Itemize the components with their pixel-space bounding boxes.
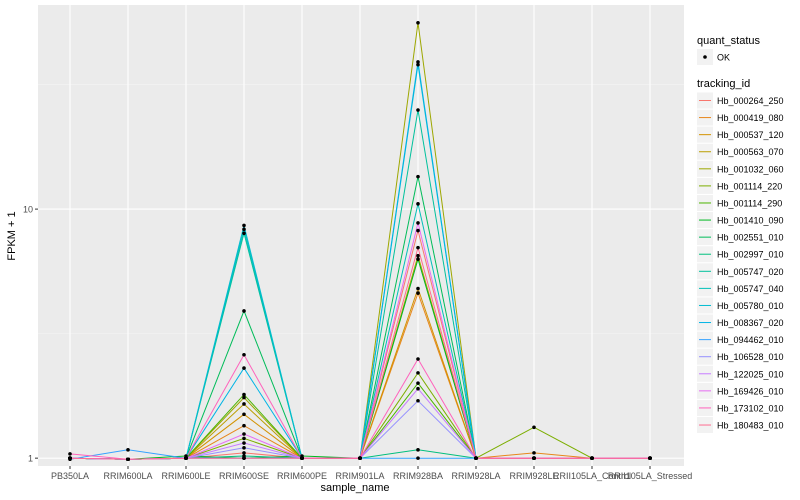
x-tick-label: RRIM928LA xyxy=(451,471,500,481)
quant-status-legend-title: quant_status xyxy=(697,35,760,47)
legend-label: Hb_005747_020 xyxy=(717,267,784,277)
x-tick-label: RRII105LA_Stressed xyxy=(608,471,693,481)
data-point xyxy=(416,386,420,391)
data-point xyxy=(68,452,72,456)
legend-label: OK xyxy=(717,53,730,63)
legend-label: Hb_000537_120 xyxy=(717,130,784,140)
grid-lines xyxy=(38,5,684,466)
data-point xyxy=(416,20,420,25)
data-point xyxy=(300,456,304,460)
plot-panel xyxy=(38,5,684,466)
legend-label: Hb_001410_090 xyxy=(717,216,784,226)
legend-label: Hb_005780_010 xyxy=(717,301,784,311)
x-tick-label: PB350LA xyxy=(51,471,89,481)
data-point xyxy=(242,451,246,455)
data-point xyxy=(416,456,420,460)
data-point xyxy=(242,423,246,428)
y-tick-label: 1 xyxy=(28,454,33,464)
y-axis-title: FPKM + 1 xyxy=(6,211,18,260)
data-point xyxy=(358,456,362,460)
data-point xyxy=(416,202,420,206)
data-point xyxy=(242,366,246,370)
data-point xyxy=(242,392,246,397)
data-point xyxy=(474,456,478,460)
data-point xyxy=(242,402,246,406)
data-point xyxy=(532,456,536,460)
legend-label: Hb_000563_070 xyxy=(717,147,784,157)
data-point xyxy=(416,174,420,179)
data-point xyxy=(242,446,246,450)
data-point xyxy=(68,456,72,460)
x-tick-label: RRIM928LE xyxy=(509,471,558,481)
x-axis: PB350LA RRIM600LA RRIM600LE RRIM600SE RRIM60… xyxy=(51,466,692,481)
legend-label: Hb_173102_010 xyxy=(717,403,784,413)
data-point xyxy=(242,412,246,417)
legend-label: Hb_094462_010 xyxy=(717,335,784,345)
x-tick-label: RRIM600LA xyxy=(103,471,152,481)
x-tick-label: RRIM928BA xyxy=(393,471,443,481)
data-point xyxy=(416,108,420,112)
data-points xyxy=(68,20,652,462)
data-point xyxy=(242,227,246,232)
data-point xyxy=(242,441,246,445)
data-point xyxy=(184,456,188,460)
data-point xyxy=(416,221,420,225)
data-point xyxy=(416,253,420,258)
x-tick-label: RRIM600SE xyxy=(219,471,269,481)
x-tick-label: RRII105LA_Control xyxy=(553,471,631,481)
data-point xyxy=(242,223,246,228)
x-tick-label: RRIM600LE xyxy=(161,471,210,481)
data-point xyxy=(416,245,420,250)
data-point xyxy=(242,432,246,436)
data-point xyxy=(242,309,246,313)
data-point xyxy=(416,398,420,403)
y-axis: 1 10 xyxy=(23,205,38,464)
data-point xyxy=(416,371,420,375)
data-point xyxy=(126,448,130,452)
data-point xyxy=(532,451,536,455)
data-point xyxy=(242,436,246,441)
color-legend-entries: Hb_000264_250 Hb_000419_080 Hb_000537_120 H… xyxy=(697,92,784,434)
data-point xyxy=(416,381,420,385)
legend-label: Hb_001114_290 xyxy=(717,198,782,208)
legend-label: Hb_169426_010 xyxy=(717,386,784,396)
legend-label: Hb_002997_010 xyxy=(717,250,784,260)
data-point xyxy=(242,395,246,400)
legend-label: Hb_000419_080 xyxy=(717,113,784,123)
legend-label: Hb_000264_250 xyxy=(717,96,784,106)
data-point xyxy=(416,60,420,64)
legend-label: Hb_180483_010 xyxy=(717,421,784,431)
x-tick-label: RRIM901LA xyxy=(335,471,384,481)
legend-point-marker xyxy=(703,55,707,59)
legend-label: Hb_106528_010 xyxy=(717,352,784,362)
data-point xyxy=(416,448,420,452)
data-point xyxy=(242,353,246,357)
data-point xyxy=(416,357,420,361)
data-point xyxy=(648,456,652,460)
legend-label: Hb_122025_010 xyxy=(717,369,784,379)
data-point xyxy=(532,425,536,430)
data-point xyxy=(590,456,594,460)
data-point xyxy=(416,257,420,261)
x-axis-title: sample_name xyxy=(320,482,389,494)
legend: quant_status OK tracking_id Hb_000264_25… xyxy=(697,35,784,434)
data-point xyxy=(242,456,246,460)
y-tick-label: 10 xyxy=(23,205,33,215)
data-point xyxy=(416,286,420,291)
data-point xyxy=(126,457,130,462)
legend-label: Hb_005747_040 xyxy=(717,284,784,294)
point-legend-entries: OK xyxy=(697,49,730,65)
data-point xyxy=(416,62,420,67)
tracking-id-legend-title: tracking_id xyxy=(697,78,750,90)
data-point xyxy=(416,228,420,233)
legend-label: Hb_001032_060 xyxy=(717,164,784,174)
legend-label: Hb_002551_010 xyxy=(717,233,784,243)
legend-label: Hb_001114_220 xyxy=(717,181,782,191)
data-point xyxy=(416,291,420,295)
legend-label: Hb_008367_020 xyxy=(717,318,784,328)
data-point xyxy=(242,231,246,236)
x-tick-label: RRIM600PE xyxy=(277,471,327,481)
